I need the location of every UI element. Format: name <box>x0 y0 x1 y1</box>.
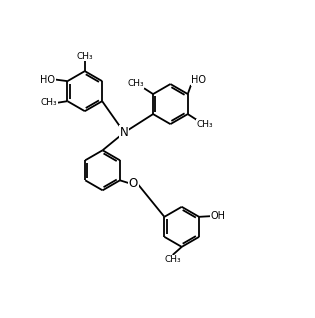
Text: OH: OH <box>210 211 226 221</box>
Text: N: N <box>120 126 129 139</box>
Text: CH₃: CH₃ <box>127 79 144 88</box>
Text: CH₃: CH₃ <box>41 98 57 107</box>
Text: CH₃: CH₃ <box>197 120 214 129</box>
Text: CH₃: CH₃ <box>77 52 93 61</box>
Text: O: O <box>129 177 138 190</box>
Text: HO: HO <box>40 74 55 85</box>
Text: CH₃: CH₃ <box>164 255 181 264</box>
Text: HO: HO <box>191 75 206 85</box>
